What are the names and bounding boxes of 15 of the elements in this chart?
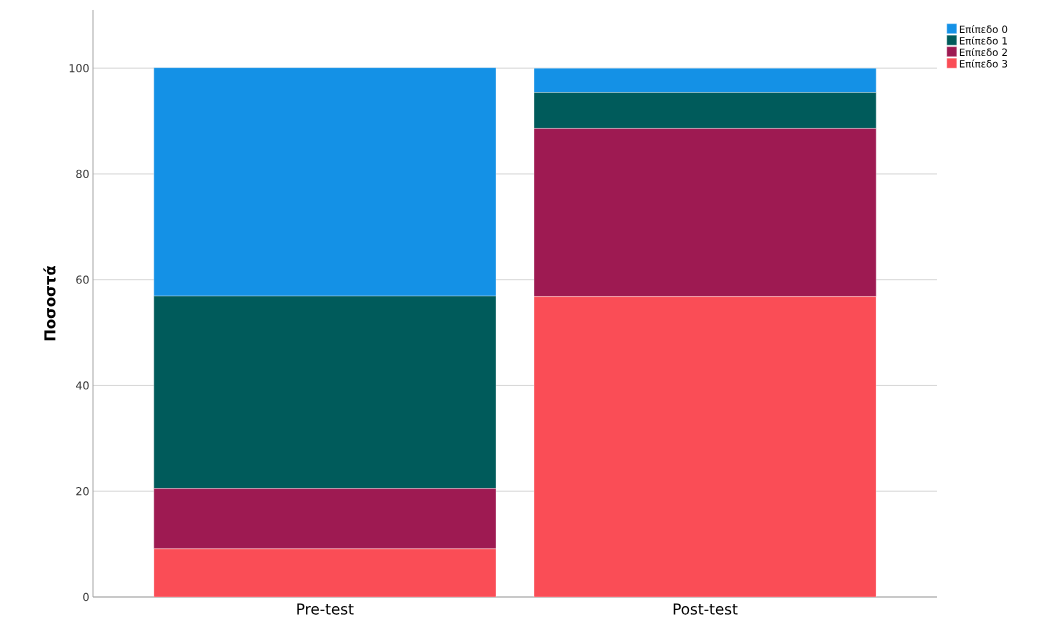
y-tick-label: 20 (76, 487, 89, 496)
x-tick-label: Post-test (673, 603, 738, 615)
y-axis-title: Ποσοστά (43, 265, 56, 341)
y-tick-label: 40 (76, 381, 89, 390)
legend-label: Επίπεδο 1 (959, 36, 1007, 45)
bar (533, 296, 877, 597)
y-tick-label: 100 (69, 64, 89, 73)
legend-label: Επίπεδο 2 (959, 47, 1007, 57)
bar (153, 548, 497, 597)
x-tick-label: Pre-test (297, 603, 354, 615)
y-tick-label: 0 (83, 592, 89, 602)
y-tick-label: 80 (76, 169, 89, 179)
y-tick-label: 60 (76, 275, 89, 284)
legend-label: Επίπεδο 3 (959, 59, 1008, 68)
legend-label: Επίπεδο 0 (959, 24, 1008, 34)
